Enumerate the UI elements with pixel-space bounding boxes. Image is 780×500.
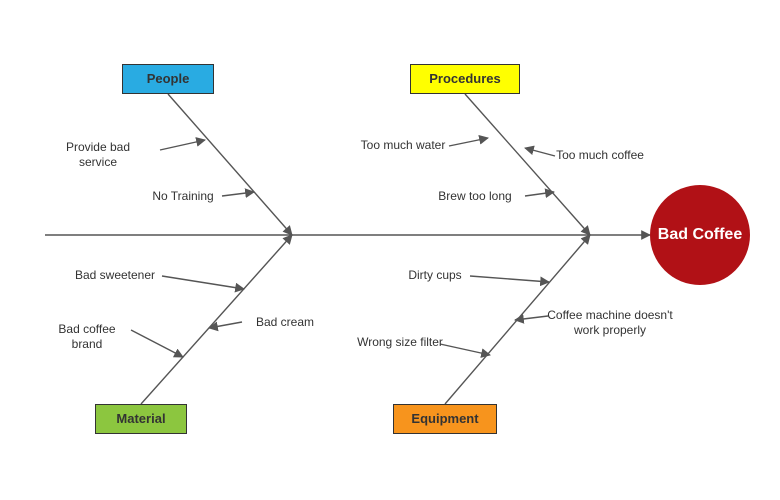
category-label: People — [147, 71, 190, 86]
cause-label: Provide bad service — [53, 140, 143, 170]
cause-label: Bad coffee brand — [42, 322, 132, 352]
cause-label: Too much coffee — [555, 148, 645, 163]
cause-label: Bad cream — [240, 315, 330, 330]
cause-label: Bad sweetener — [70, 268, 160, 283]
category-label: Material — [116, 411, 165, 426]
cause-label: Wrong size filter — [355, 335, 445, 350]
category-people: People — [122, 64, 214, 94]
cause-label: Too much water — [358, 138, 448, 153]
cause-label: Coffee machine doesn't work properly — [535, 308, 685, 338]
category-material: Material — [95, 404, 187, 434]
cause-label: Dirty cups — [395, 268, 475, 283]
category-label: Equipment — [411, 411, 478, 426]
effect-label: Bad Coffee — [658, 226, 742, 244]
cause-label: No Training — [138, 189, 228, 204]
category-equipment: Equipment — [393, 404, 497, 434]
effect-circle: Bad Coffee — [650, 185, 750, 285]
cause-label: Brew too long — [425, 189, 525, 204]
category-procedures: Procedures — [410, 64, 520, 94]
category-label: Procedures — [429, 71, 501, 86]
